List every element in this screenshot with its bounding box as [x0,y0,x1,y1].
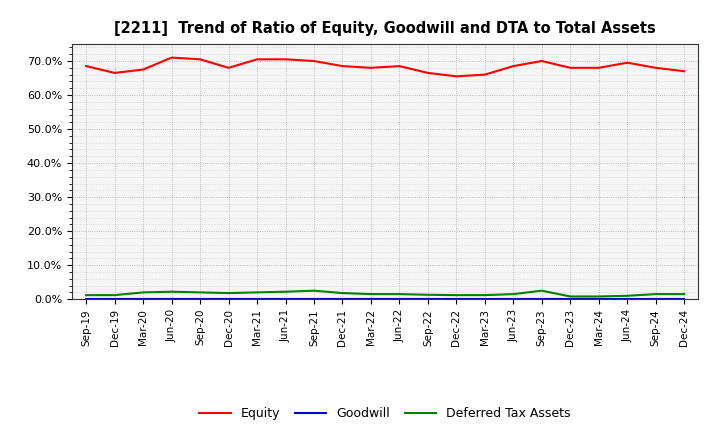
Equity [537,59,546,64]
Deferred Tax Assets [395,291,404,297]
Deferred Tax Assets [366,291,375,297]
Equity [452,73,461,79]
Equity [338,63,347,69]
Goodwill [282,297,290,302]
Goodwill [595,297,603,302]
Line: Equity: Equity [86,58,684,76]
Goodwill [253,297,261,302]
Deferred Tax Assets [139,290,148,295]
Deferred Tax Assets [225,290,233,296]
Deferred Tax Assets [623,293,631,298]
Deferred Tax Assets [566,294,575,299]
Goodwill [82,297,91,302]
Deferred Tax Assets [167,289,176,294]
Goodwill [480,297,489,302]
Goodwill [366,297,375,302]
Equity [139,67,148,72]
Line: Deferred Tax Assets: Deferred Tax Assets [86,291,684,297]
Equity [310,59,318,64]
Deferred Tax Assets [595,294,603,299]
Deferred Tax Assets [652,291,660,297]
Equity [110,70,119,76]
Title: [2211]  Trend of Ratio of Equity, Goodwill and DTA to Total Assets: [2211] Trend of Ratio of Equity, Goodwil… [114,21,656,36]
Goodwill [537,297,546,302]
Equity [282,57,290,62]
Goodwill [680,297,688,302]
Goodwill [452,297,461,302]
Goodwill [623,297,631,302]
Equity [82,63,91,69]
Equity [196,57,204,62]
Goodwill [196,297,204,302]
Deferred Tax Assets [338,290,347,296]
Deferred Tax Assets [537,288,546,293]
Goodwill [110,297,119,302]
Equity [652,65,660,70]
Equity [167,55,176,60]
Equity [366,65,375,70]
Equity [595,65,603,70]
Equity [509,63,518,69]
Equity [423,70,432,76]
Equity [253,57,261,62]
Goodwill [423,297,432,302]
Deferred Tax Assets [110,293,119,298]
Goodwill [566,297,575,302]
Deferred Tax Assets [452,293,461,298]
Goodwill [652,297,660,302]
Deferred Tax Assets [310,288,318,293]
Goodwill [225,297,233,302]
Equity [395,63,404,69]
Deferred Tax Assets [509,291,518,297]
Goodwill [338,297,347,302]
Deferred Tax Assets [423,292,432,297]
Deferred Tax Assets [680,291,688,297]
Deferred Tax Assets [82,293,91,298]
Deferred Tax Assets [282,289,290,294]
Equity [225,65,233,70]
Equity [480,72,489,77]
Equity [680,69,688,74]
Equity [566,65,575,70]
Goodwill [310,297,318,302]
Goodwill [167,297,176,302]
Deferred Tax Assets [480,293,489,298]
Goodwill [139,297,148,302]
Goodwill [395,297,404,302]
Deferred Tax Assets [253,290,261,295]
Goodwill [509,297,518,302]
Legend: Equity, Goodwill, Deferred Tax Assets: Equity, Goodwill, Deferred Tax Assets [194,403,576,425]
Equity [623,60,631,66]
Deferred Tax Assets [196,290,204,295]
